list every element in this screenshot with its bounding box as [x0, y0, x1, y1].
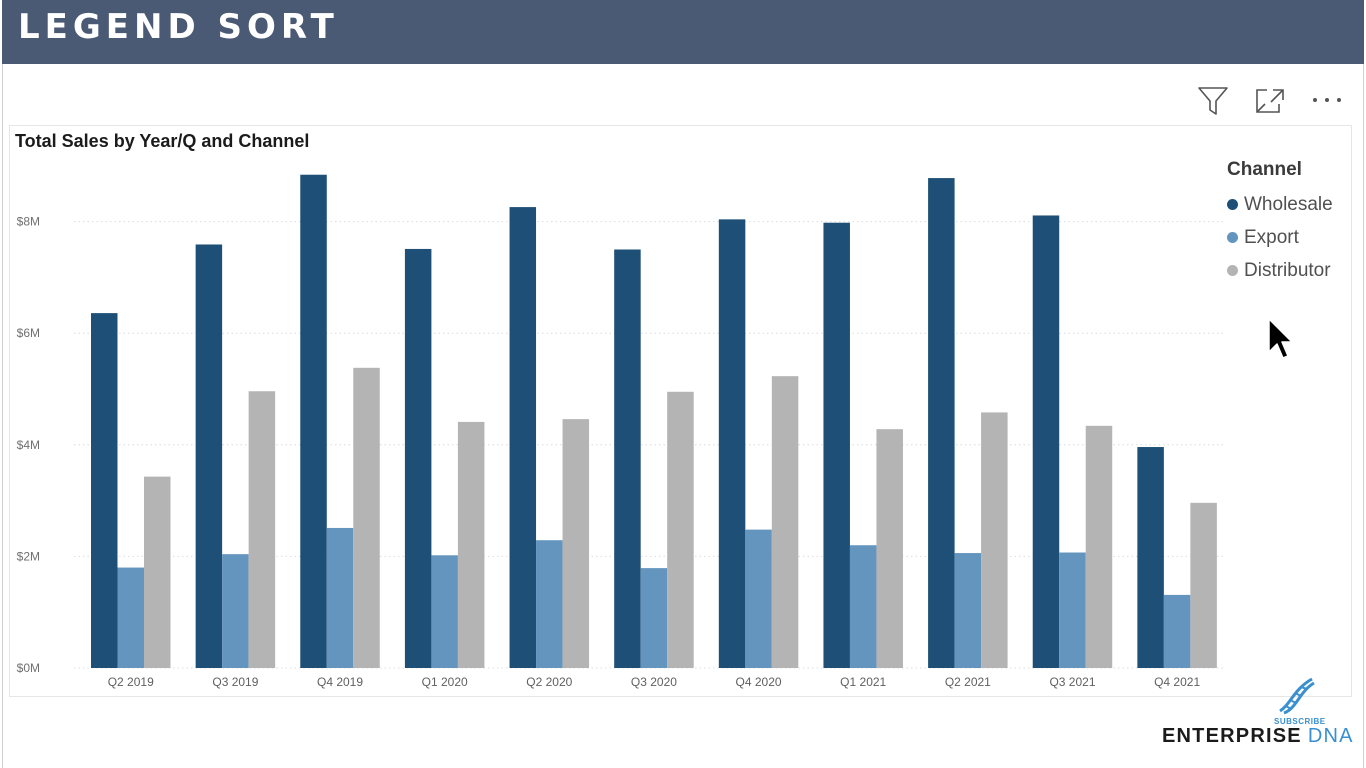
bar-export[interactable]: [640, 568, 668, 668]
bar-export[interactable]: [326, 527, 354, 668]
chart-plot: $0M $2M $4M $6M $8M Q2 2019 Q3 2019 Q4 2019 Q1 2…: [17, 174, 1225, 689]
dna-icon: [1279, 677, 1315, 715]
bar-export[interactable]: [536, 540, 563, 668]
legend-dot-wholesale: [1227, 199, 1238, 210]
chart-title: Total Sales by Year/Q and Channel: [15, 131, 310, 151]
page-title: LEGEND SORT: [18, 7, 339, 47]
chart-legend: Channel Wholesale Export Distributor: [1227, 158, 1333, 287]
x-tick-label: Q1 2020: [422, 675, 468, 689]
legend-label: Distributor: [1244, 259, 1331, 281]
x-tick-label: Q2 2020: [526, 675, 572, 689]
bar-distributor[interactable]: [353, 367, 380, 668]
x-tick-label: Q4 2020: [736, 675, 782, 689]
bar-wholesale[interactable]: [195, 244, 223, 668]
x-tick-label: Q3 2020: [631, 675, 677, 689]
bar-distributor[interactable]: [144, 476, 171, 668]
chart-visual[interactable]: $0M $2M $4M $6M $8M Q2 2019 Q3 2019 Q4 2019 Q1 2…: [9, 125, 1352, 697]
y-tick-label: $8M: [17, 215, 40, 229]
frame-border-right: [1363, 64, 1364, 768]
bar-export[interactable]: [954, 553, 982, 668]
legend-label: Wholesale: [1244, 193, 1333, 215]
bar-wholesale[interactable]: [300, 174, 327, 668]
legend-item-export[interactable]: Export: [1227, 221, 1333, 254]
legend-dot-distributor: [1227, 265, 1238, 276]
bar-wholesale[interactable]: [928, 178, 955, 669]
brand-enterprise: ENTERPRISE: [1162, 725, 1302, 747]
visual-header: [1190, 84, 1350, 120]
frame-border-left: [2, 64, 3, 768]
bar-export[interactable]: [431, 555, 458, 668]
x-tick-label: Q2 2019: [108, 675, 154, 689]
legend-item-distributor[interactable]: Distributor: [1227, 254, 1333, 287]
bar-export[interactable]: [222, 554, 249, 668]
more-options-icon[interactable]: [1310, 84, 1344, 118]
x-tick-label: Q4 2019: [317, 675, 363, 689]
bar-distributor[interactable]: [1085, 425, 1113, 668]
bar-wholesale[interactable]: [509, 207, 537, 668]
page-header: LEGEND SORT: [2, 0, 1364, 64]
x-tick-label: Q1 2021: [840, 675, 886, 689]
bar-export[interactable]: [1059, 552, 1086, 668]
bar-wholesale[interactable]: [823, 222, 850, 668]
bar-wholesale[interactable]: [404, 248, 432, 668]
bar-wholesale[interactable]: [1032, 215, 1060, 668]
brand-dna: DNA: [1307, 725, 1354, 747]
y-tick-label: $6M: [17, 326, 40, 340]
legend-dot-export: [1227, 232, 1238, 243]
bar-export[interactable]: [849, 545, 877, 668]
x-tick-label: Q3 2021: [1049, 675, 1095, 689]
bar-distributor[interactable]: [876, 429, 903, 668]
bar-distributor[interactable]: [667, 391, 694, 668]
legend-label: Export: [1244, 226, 1299, 248]
bar-distributor[interactable]: [771, 376, 799, 668]
enterprise-dna-logo: SUBSCRIBE ENTERPRISE DNA: [1162, 675, 1362, 755]
filter-icon[interactable]: [1196, 84, 1230, 118]
subscribe-label: SUBSCRIBE: [1274, 717, 1326, 726]
bar-wholesale[interactable]: [718, 219, 746, 669]
mouse-cursor-icon: [1268, 318, 1293, 359]
bar-distributor[interactable]: [981, 412, 1008, 668]
y-tick-label: $4M: [17, 438, 40, 452]
x-tick-label: Q2 2021: [945, 675, 991, 689]
legend-title: Channel: [1227, 159, 1302, 180]
bar-distributor[interactable]: [457, 421, 485, 668]
bar-distributor[interactable]: [562, 419, 590, 668]
bar-export[interactable]: [1163, 594, 1191, 668]
bar-distributor[interactable]: [248, 391, 276, 668]
y-tick-label: $0M: [17, 661, 40, 675]
y-tick-label: $2M: [17, 549, 40, 563]
bar-wholesale[interactable]: [614, 249, 641, 669]
x-tick-label: Q3 2019: [212, 675, 258, 689]
legend-item-wholesale[interactable]: Wholesale: [1227, 188, 1333, 221]
focus-mode-icon[interactable]: [1253, 84, 1287, 118]
x-tick-label: Q4 2021: [1154, 675, 1200, 689]
bar-distributor[interactable]: [1190, 502, 1217, 668]
bar-export[interactable]: [117, 567, 145, 668]
brand-name: ENTERPRISE DNA: [1162, 724, 1354, 748]
bar-wholesale[interactable]: [1137, 447, 1164, 668]
bar-export[interactable]: [745, 529, 772, 668]
bar-wholesale[interactable]: [91, 313, 118, 668]
